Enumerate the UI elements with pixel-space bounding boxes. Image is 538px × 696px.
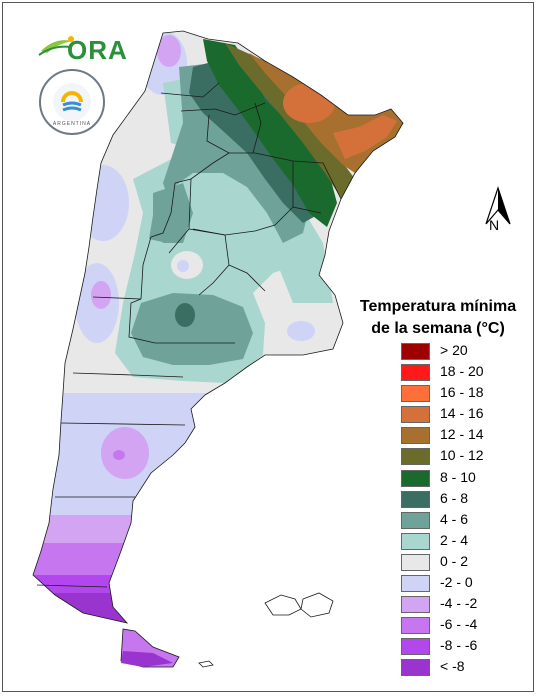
islas-malvinas — [264, 592, 334, 618]
legend-swatch — [401, 490, 430, 508]
legend-swatch — [401, 427, 430, 445]
smn-logo-text: ARGENTINA — [52, 121, 92, 127]
legend-title: Temperatura mínima de la semana (°C) — [343, 296, 533, 340]
legend-label: -6 - -4 — [440, 616, 478, 633]
legend-swatch — [401, 406, 430, 424]
legend-swatch — [401, 553, 430, 571]
zone-below-minus8 — [33, 593, 303, 623]
legend-label: 12 - 14 — [440, 426, 484, 443]
zone-minus2-0-west — [77, 165, 129, 241]
north-arrow-label: N — [489, 217, 500, 233]
zone-10-12 — [225, 43, 355, 201]
north-arrow-icon — [485, 186, 511, 225]
legend-swatch — [401, 659, 430, 677]
legend-swatch — [401, 617, 430, 635]
isla-de-los-estados — [198, 660, 214, 668]
ora-logo-text: ORA — [67, 35, 128, 65]
legend-label: 4 - 6 — [440, 510, 469, 527]
smn-logo-emblem — [53, 83, 91, 121]
zone-minus4-minus2 — [33, 515, 303, 545]
zone-minus2-0-buenos-aires — [287, 321, 315, 341]
zone-minus6-minus4 — [33, 543, 303, 577]
ora-logo: ORA — [37, 33, 127, 65]
legend-swatch — [401, 596, 430, 614]
zone-minus4-minus2-north — [157, 35, 181, 67]
legend-swatch — [401, 469, 430, 487]
zone-6-8-centre — [175, 303, 195, 327]
legend-label: -2 - 0 — [440, 574, 473, 591]
legend-label: -4 - -2 — [440, 595, 478, 612]
zone-4-6-west — [153, 183, 193, 243]
zone-minus4-minus2-center — [101, 427, 149, 479]
legend-swatch — [401, 532, 430, 550]
legend-label: 14 - 16 — [440, 405, 484, 422]
ora-logo-swoosh — [38, 36, 74, 56]
zone-minus6-minus4-center — [113, 450, 125, 460]
legend-label: -8 - -6 — [440, 637, 478, 654]
legend-swatch — [401, 575, 430, 593]
legend-label: 16 - 18 — [440, 384, 484, 401]
legend-swatch — [401, 448, 430, 466]
zone-8-10 — [203, 39, 337, 227]
legend-swatch — [401, 638, 430, 656]
province-boundaries — [36, 82, 342, 588]
legend-label: 10 - 12 — [440, 447, 484, 464]
zone-minus4-minus2-west — [91, 281, 111, 309]
legend-label: > 20 — [440, 342, 468, 358]
legend-swatch — [401, 511, 430, 529]
legend-label: 0 - 2 — [440, 552, 469, 569]
legend-label: 18 - 20 — [440, 363, 484, 380]
smn-logo: ARGENTINA — [39, 69, 105, 135]
zone-minus2-0-south — [33, 393, 303, 533]
zone-minus2-0-core — [177, 260, 189, 272]
legend-title-line1: Temperatura mínima — [359, 298, 517, 315]
legend-label: < -8 — [440, 658, 465, 675]
legend-swatch — [401, 385, 430, 403]
legend-title-line2: de la semana (°C) — [371, 320, 505, 337]
legend-swatch — [401, 364, 430, 382]
zone-0-2-south — [141, 473, 185, 533]
legend-label: 2 - 4 — [440, 531, 469, 548]
legend-swatch — [401, 343, 430, 360]
argentina-temperature-map — [32, 30, 404, 668]
zone-14-16-east — [333, 115, 397, 159]
zone-14-16-north — [283, 83, 335, 123]
legend-label: 6 - 8 — [440, 489, 469, 506]
legend-label: 8 - 10 — [440, 468, 476, 485]
tierra-del-fuego-south — [121, 651, 173, 667]
zone-2-4-east — [273, 243, 333, 303]
country-outline — [32, 30, 404, 624]
zone-4-6-centre — [131, 293, 253, 365]
